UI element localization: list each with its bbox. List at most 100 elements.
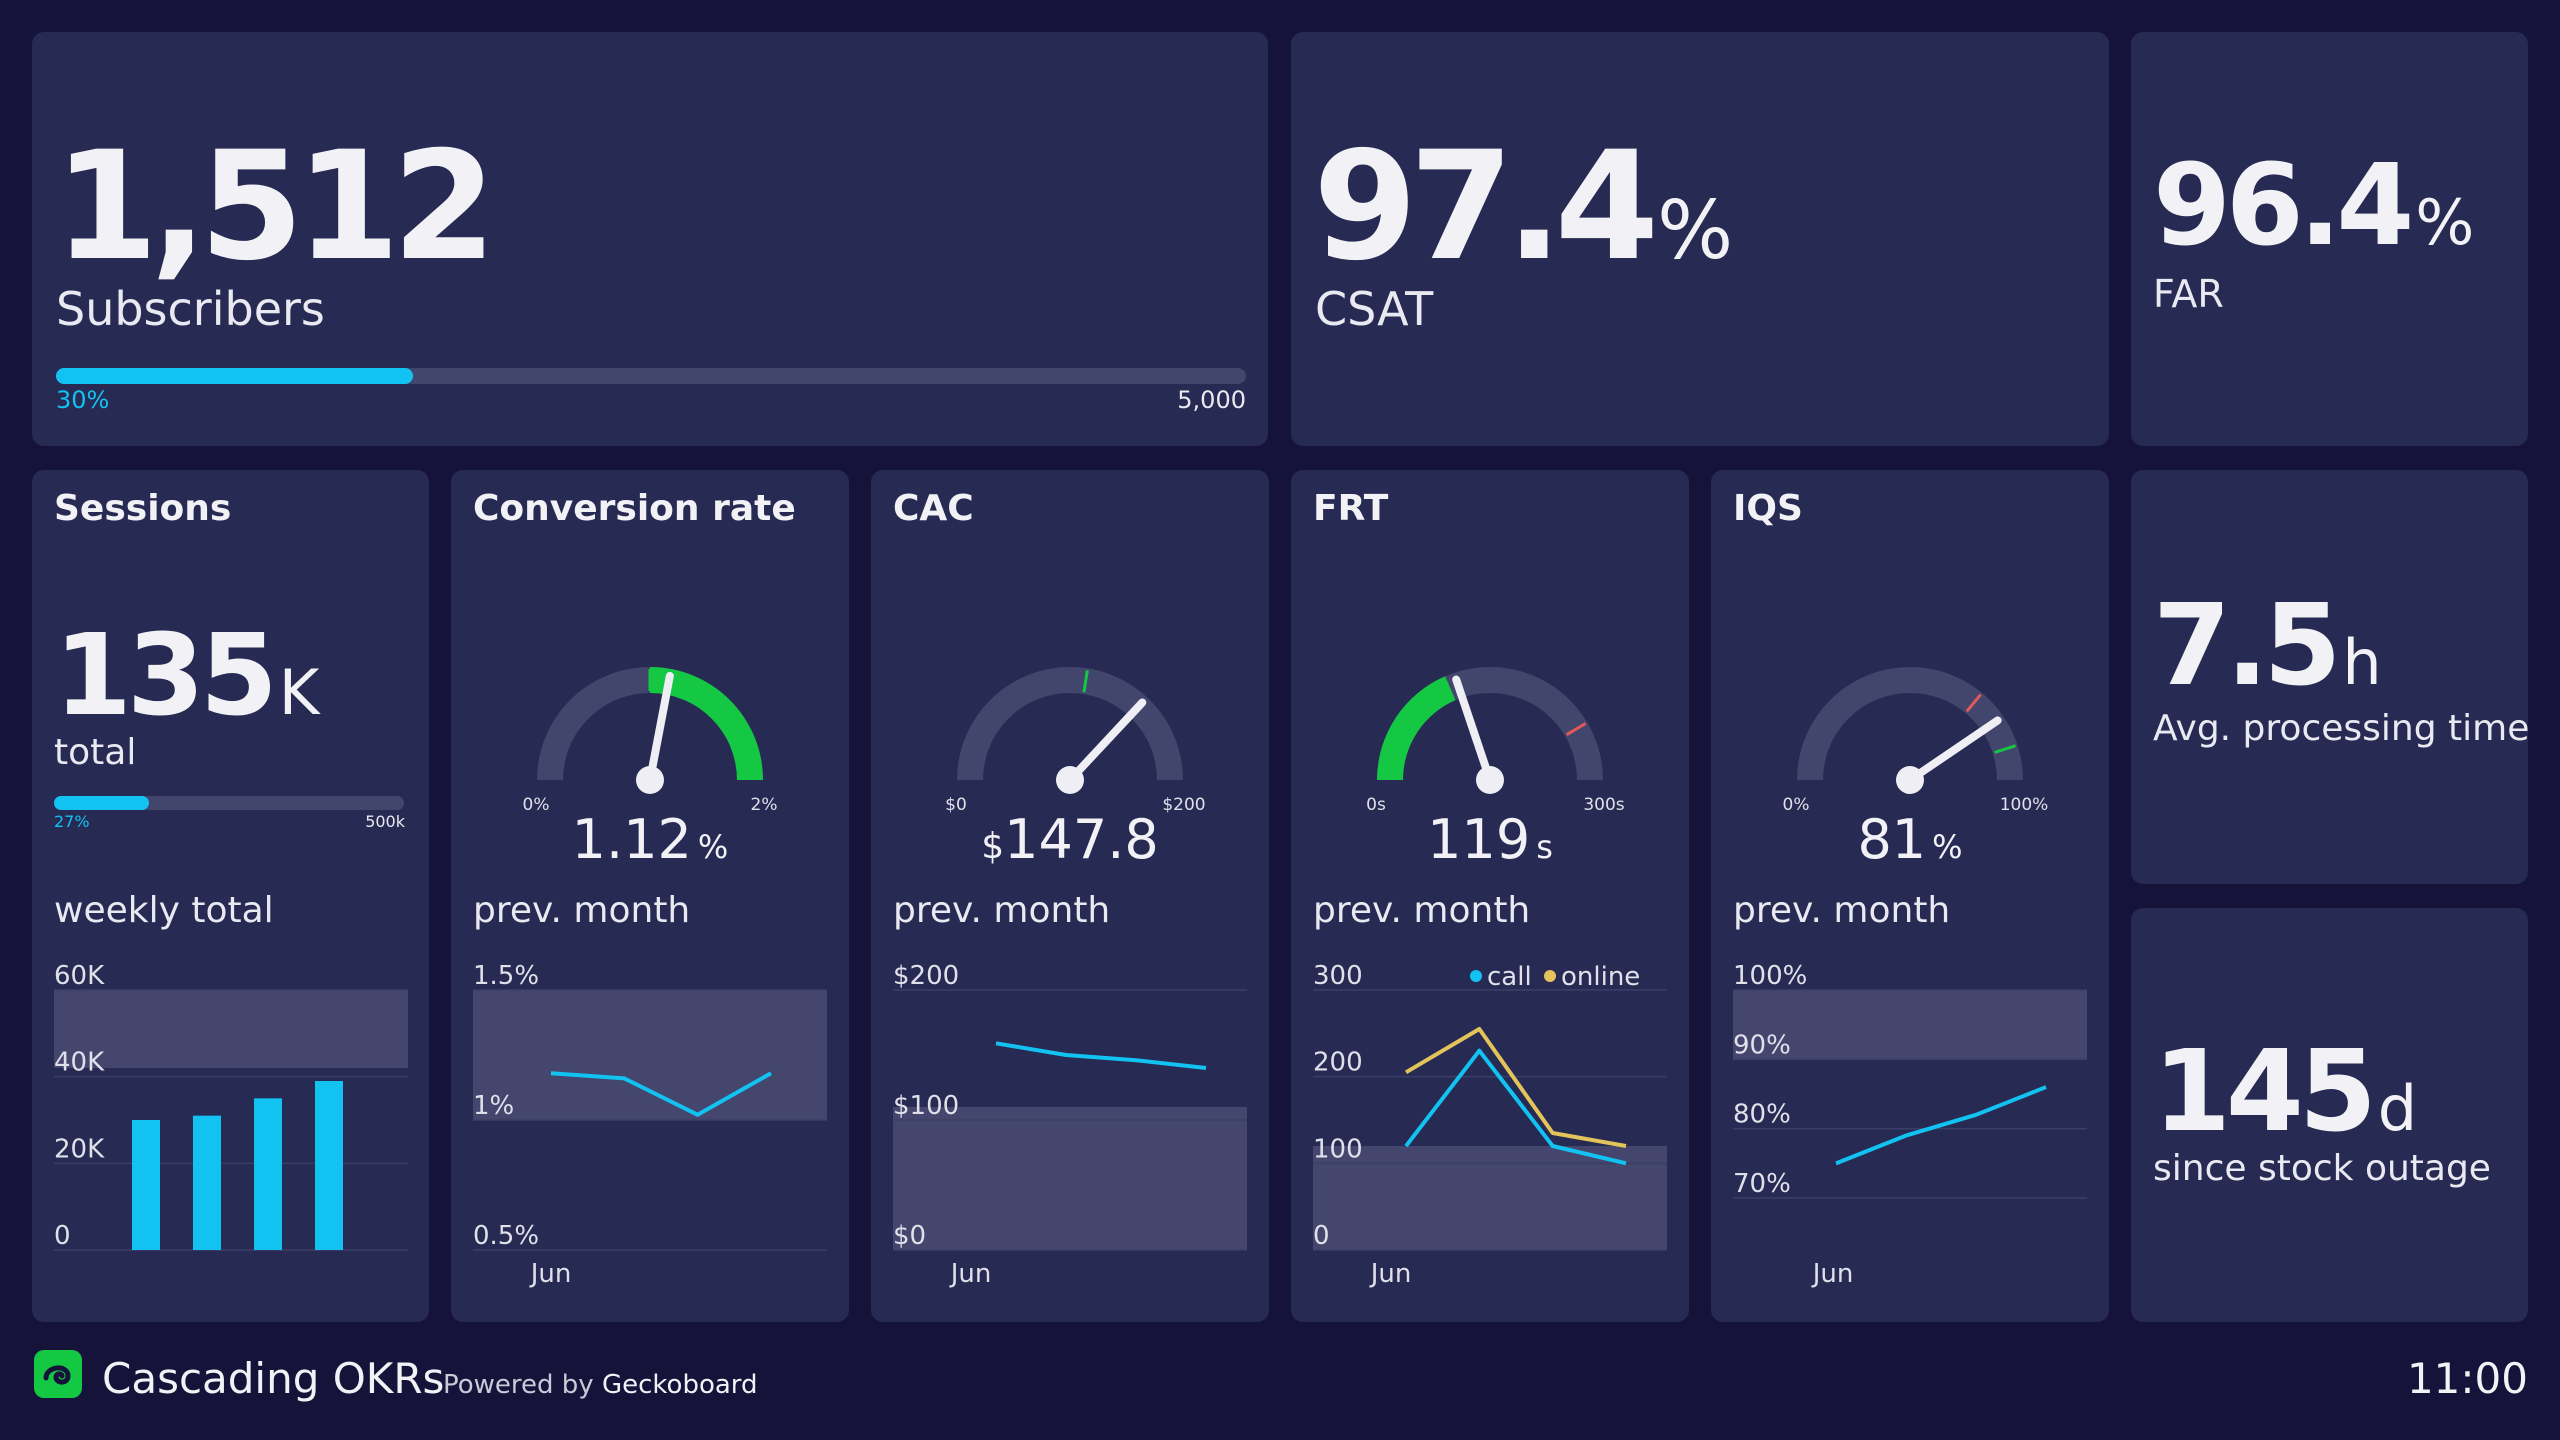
outage-card: 145d since stock outage	[2131, 908, 2528, 1322]
powered-by: Powered by Geckoboard	[443, 1370, 758, 1400]
gauge-value-number: 1.12	[572, 808, 692, 871]
conversion-title: Conversion rate	[473, 488, 796, 529]
gauge-value: 1.12%	[572, 808, 729, 871]
cac-line	[995, 1041, 1207, 1070]
chart-y-tick-label: 20K	[54, 1134, 105, 1164]
frt-gauge: 0s 300s 119 s	[1366, 667, 1625, 871]
gauge-threshold-mark	[1565, 722, 1587, 736]
csat-label: CSAT	[1315, 282, 1434, 336]
chart-x-tick-label: Jun	[529, 1259, 572, 1289]
subscribers-progress-fill	[56, 368, 413, 384]
far-value: 96.4%	[2153, 150, 2474, 262]
chart-y-tick-label: 60K	[54, 961, 105, 991]
chart-y-tick-label: 200	[1313, 1048, 1363, 1078]
gauge-max-label: 300s	[1583, 795, 1624, 815]
gauge-threshold-mark	[1082, 670, 1089, 693]
frt-card: FRT 0s 300s 119 s prev. month 300 200 100 0 Jun…	[1291, 470, 1689, 1322]
conversion-line-chart: 1.5% 1% 0.5% Jun	[473, 961, 827, 1289]
chart-y-tick-label: 0	[1313, 1221, 1330, 1251]
gauge-value-unit: %	[698, 828, 728, 866]
sessions-title: Sessions	[54, 488, 232, 529]
cac-line-chart: $200 $100 $0 Jun	[893, 961, 1247, 1289]
gauge-value-number: 81	[1857, 808, 1926, 871]
outage-number: 145	[2153, 1027, 2377, 1157]
conversion-card: Conversion rate 0% 2% 1.12% prev. month 1.…	[451, 470, 849, 1322]
chart-target-band	[473, 990, 827, 1120]
processing-card: 7.5h Avg. processing time	[2131, 470, 2528, 884]
legend-call-label: call	[1487, 962, 1532, 992]
gauge-value-number: 119	[1427, 808, 1530, 871]
legend-call-dot	[1470, 970, 1482, 982]
powered-prefix: Powered by	[443, 1370, 594, 1400]
cac-gauge: $0 $200$147.8	[945, 667, 1206, 871]
gauge-value-unit: %	[1932, 828, 1962, 866]
frt-title: FRT	[1313, 488, 1389, 529]
gauge-needle	[1066, 698, 1147, 784]
gauge-value-unit: s	[1536, 828, 1553, 866]
iqs-chart-title: prev. month	[1733, 890, 1951, 931]
chart-x-tick-label: Jun	[949, 1259, 992, 1289]
frt-chart-title: prev. month	[1313, 890, 1531, 931]
chart-x-tick-label: Jun	[1811, 1259, 1854, 1289]
frt-line-chart: 300 200 100 0 Jun call online	[1313, 961, 1667, 1289]
far-label: FAR	[2153, 272, 2224, 316]
csat-card: 97.4% CSAT	[1291, 32, 2109, 446]
iqs-line-chart: 100% 90% 80% 70% Jun	[1733, 961, 2087, 1289]
gauge-fill	[1377, 676, 1456, 780]
legend-online-dot	[1544, 970, 1556, 982]
chart-y-tick-label: 80%	[1733, 1100, 1791, 1130]
sessions-card: Sessions 135K total 27% 500k weekly tota…	[32, 470, 429, 1322]
chart-y-tick-label: 90%	[1733, 1030, 1791, 1060]
gauge-min-label: 0%	[523, 795, 550, 815]
conversion-chart-title: prev. month	[473, 890, 691, 931]
cac-card: CAC $0 $200 $147.8 prev. month $200 $100 $0 J…	[871, 470, 1269, 1322]
sessions-chart-title: weekly total	[54, 890, 274, 931]
gauge-max-label: 100%	[2000, 795, 2049, 815]
csat-number: 97.4	[1313, 120, 1659, 294]
gauge-needle	[1452, 675, 1494, 784]
chart-y-tick-label: 70%	[1733, 1169, 1791, 1199]
processing-number: 7.5	[2153, 581, 2341, 711]
gauge-threshold-mark	[1965, 693, 1982, 713]
sessions-unit: K	[278, 656, 320, 729]
sessions-progress-bar	[54, 796, 404, 810]
gauge-value-prefix: $	[981, 826, 1004, 867]
cac-title: CAC	[893, 488, 974, 529]
bar-week-3	[254, 1098, 282, 1250]
sessions-number: 135	[54, 611, 278, 741]
gauge-track	[1797, 667, 2023, 780]
chart-target-band	[1733, 990, 2087, 1060]
gauge-value: 81%	[1857, 808, 1962, 871]
csat-value: 97.4%	[1313, 132, 1733, 282]
subscribers-progress-label: 30%	[56, 386, 110, 414]
gauge-pivot	[636, 766, 664, 794]
chart-y-tick-label: $200	[893, 961, 959, 991]
gauge-needle	[1906, 716, 2002, 784]
chart-y-tick-label: 1.5%	[473, 961, 539, 991]
conversion-gauge: 0% 2% 1.12%	[523, 667, 778, 871]
csat-unit: %	[1657, 184, 1734, 277]
geckoboard-logo-icon	[34, 1350, 82, 1398]
gauge-value: $147.8	[981, 808, 1159, 871]
gauge-max-label: 2%	[751, 795, 778, 815]
gauge-pivot	[1476, 766, 1504, 794]
sessions-label: total	[54, 732, 137, 773]
bar-week-1	[132, 1120, 160, 1250]
gauge-max-label: $200	[1162, 795, 1205, 815]
chart-y-tick-label: 1%	[473, 1091, 514, 1121]
frt-call-line	[1404, 1048, 1627, 1166]
outage-label: since stock outage	[2153, 1148, 2491, 1189]
gauge-value-number: 147.8	[1004, 808, 1159, 871]
outage-value: 145d	[2153, 1036, 2417, 1148]
gauge-value: 119 s	[1427, 808, 1553, 871]
chart-y-tick-label: 300	[1313, 961, 1363, 991]
chart-y-tick-label: 100	[1313, 1134, 1363, 1164]
powered-brand: Geckoboard	[601, 1370, 758, 1400]
gauge-needle	[646, 671, 674, 784]
chart-target-band	[54, 990, 408, 1068]
chart-y-tick-label: 40K	[54, 1048, 105, 1078]
iqs-gauge: 0% 100% 81%	[1783, 667, 2049, 871]
sessions-progress-label: 27%	[54, 812, 90, 831]
outage-unit: d	[2377, 1072, 2418, 1145]
bar-week-2	[193, 1115, 221, 1250]
